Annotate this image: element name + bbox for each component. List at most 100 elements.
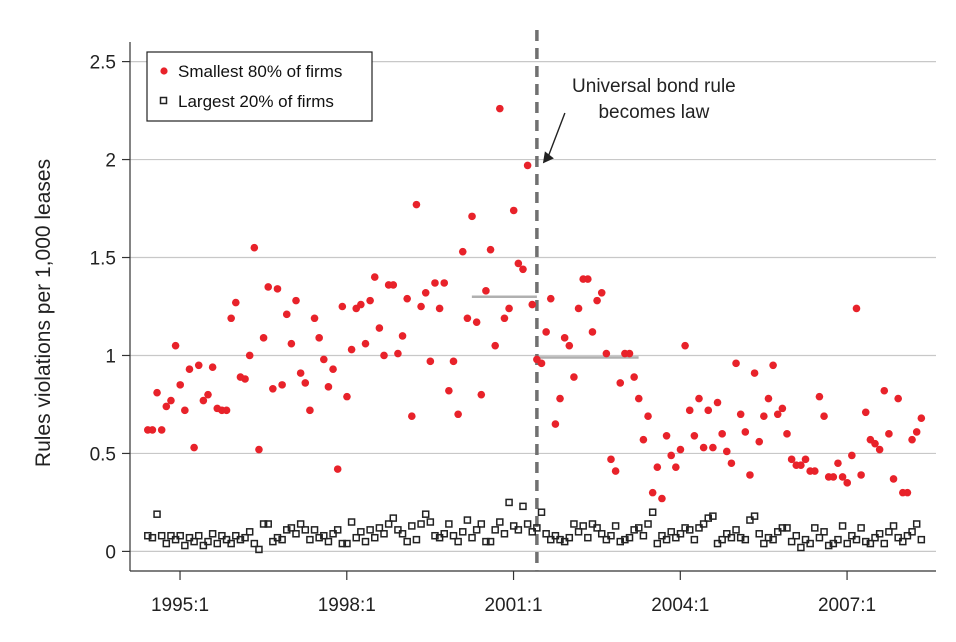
point-smallest-80 [255,445,263,454]
legend: Smallest 80% of firms Largest 20% of fir… [146,51,373,122]
point-smallest-80 [250,243,259,252]
point-smallest-80 [546,294,555,303]
point-smallest-80 [301,379,310,387]
point-smallest-80 [676,445,685,454]
point-largest-20 [306,535,314,544]
point-smallest-80 [801,455,810,464]
point-smallest-80 [848,451,856,460]
x-tick-label: 2004:1 [651,595,709,616]
point-largest-20 [505,498,513,507]
point-largest-20 [320,531,328,540]
point-largest-20 [232,531,240,540]
point-largest-20 [899,537,907,546]
point-smallest-80 [171,341,180,350]
point-smallest-80 [199,396,208,405]
point-largest-20 [389,514,398,522]
point-largest-20 [848,531,856,540]
point-largest-20 [482,537,490,546]
point-smallest-80 [468,212,476,221]
point-largest-20 [417,520,425,528]
point-smallest-80 [181,406,189,415]
event-marker: Universal bond rule becomes law [535,30,736,571]
point-largest-20 [903,531,912,540]
point-largest-20 [875,530,884,538]
point-smallest-80 [329,365,337,373]
point-largest-20 [509,522,518,530]
point-largest-20 [343,539,351,548]
point-largest-20 [866,539,875,548]
point-smallest-80 [574,304,583,313]
point-largest-20 [570,520,578,528]
point-largest-20 [310,526,319,534]
legend-box [146,51,373,122]
point-smallest-80 [602,349,611,358]
point-smallest-80 [389,281,398,289]
point-largest-20 [199,541,208,550]
point-smallest-80 [449,357,458,366]
point-smallest-80 [477,390,486,399]
point-smallest-80 [370,273,379,281]
legend-marker-largest-20 [159,96,168,105]
point-largest-20 [542,530,550,538]
point-smallest-80 [894,394,902,403]
point-largest-20 [153,510,161,518]
point-largest-20 [635,524,643,532]
point-smallest-80 [843,479,852,487]
point-largest-20 [167,531,175,540]
point-smallest-80 [746,471,754,479]
point-smallest-80 [398,332,407,340]
point-smallest-80 [408,412,416,421]
point-smallest-80 [727,459,736,468]
point-smallest-80 [148,426,157,434]
point-largest-20 [213,539,222,548]
point-largest-20 [560,537,569,546]
point-smallest-80 [611,467,620,475]
point-largest-20 [685,526,694,534]
point-largest-20 [625,533,634,542]
event-annotation-line: becomes law [598,102,709,123]
point-smallest-80 [245,351,254,360]
point-largest-20 [426,518,435,526]
point-smallest-80 [903,488,912,497]
point-smallest-80 [269,384,277,393]
point-largest-20 [380,530,388,538]
point-largest-20 [824,541,833,550]
point-smallest-80 [440,279,449,287]
point-smallest-80 [783,430,791,438]
point-smallest-80 [732,359,740,368]
point-largest-20 [435,533,444,542]
point-largest-20 [208,530,217,538]
point-largest-20 [852,535,861,544]
point-smallest-80 [347,345,356,354]
point-largest-20 [352,533,360,542]
point-largest-20 [459,528,467,536]
point-largest-20 [574,528,583,536]
point-largest-20 [194,531,203,540]
point-smallest-80 [463,314,472,323]
point-smallest-80 [709,443,717,452]
point-smallest-80 [672,463,680,471]
point-largest-20 [519,502,527,511]
point-smallest-80 [852,304,861,313]
point-smallest-80 [551,420,560,428]
point-largest-20 [287,524,296,532]
point-smallest-80 [857,471,865,479]
point-smallest-80 [815,392,824,401]
point-smallest-80 [838,473,847,481]
point-smallest-80 [338,302,347,311]
point-largest-20 [764,533,773,542]
point-largest-20 [445,520,453,528]
point-smallest-80 [588,328,597,336]
point-smallest-80 [273,285,282,293]
point-smallest-80 [222,406,231,415]
point-largest-20 [662,535,671,544]
point-smallest-80 [769,361,777,370]
point-largest-20 [357,528,365,536]
point-largest-20 [565,533,574,542]
point-largest-20 [250,539,259,548]
point-smallest-80 [648,488,657,497]
series-largest-20-firms [144,498,926,554]
point-smallest-80 [885,430,893,438]
point-smallest-80 [597,288,606,297]
point-smallest-80 [435,304,444,313]
